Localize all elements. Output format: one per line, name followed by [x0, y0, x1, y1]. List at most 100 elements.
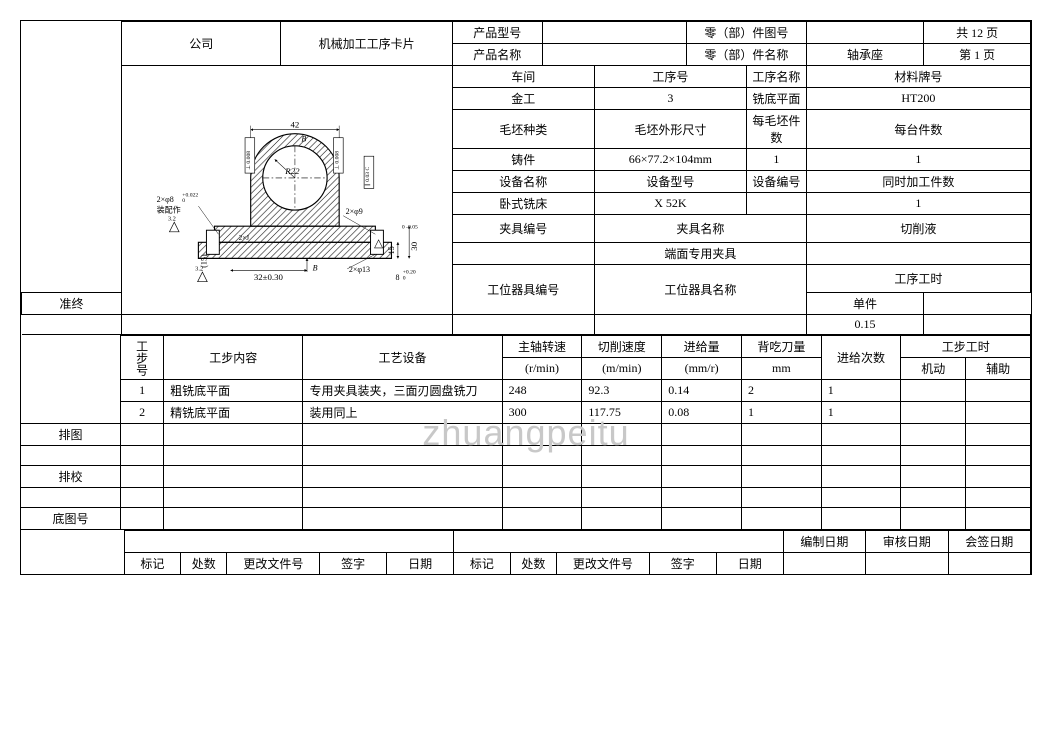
- piece-val: [924, 315, 1031, 335]
- sign-lbl: 签字: [320, 553, 387, 575]
- station-no: [452, 315, 594, 335]
- blank-dim-lbl: 毛坯外形尺寸: [594, 110, 746, 149]
- left-margin-end: [22, 315, 122, 335]
- header-table: 公司 机械加工工序卡片 产品型号 零（部）件图号 共 12 页 产品名称 零（部…: [21, 21, 1031, 335]
- seq-no: 3: [594, 88, 746, 110]
- part-no: [806, 22, 923, 44]
- step-content-hdr: 工步内容: [164, 336, 303, 380]
- step-depth: 1: [742, 402, 822, 424]
- simul-lbl: 同时加工件数: [806, 171, 1030, 193]
- passes-hdr: 进给次数: [821, 336, 901, 380]
- technical-drawing: 42 R22 B B 32±0.30 (15) 30 15 0: [126, 70, 448, 310]
- side-px: 排校: [21, 466, 121, 488]
- part-no-lbl: 零（部）件图号: [687, 22, 807, 44]
- tol-2x8b: 0: [182, 198, 185, 204]
- feed-hdr: 进给量: [662, 336, 742, 358]
- dim-2x9: 2×φ9: [346, 207, 363, 216]
- step-time-hdr: 工步工时: [901, 336, 1031, 358]
- drawing-spacer: [122, 315, 453, 335]
- blank-dim: 66×77.2×104mm: [594, 149, 746, 171]
- workshop-lbl: 车间: [452, 66, 594, 88]
- dim-r22: R22: [284, 166, 300, 176]
- step-passes: 1: [821, 402, 901, 424]
- side-blank1: [21, 446, 121, 466]
- product-name-lbl: 产品名称: [452, 44, 542, 66]
- fixture-name-lbl: 夹具名称: [594, 215, 806, 243]
- blank-type: 铸件: [452, 149, 594, 171]
- step-content: 粗铣底平面: [164, 380, 303, 402]
- footer-table: 编制日期 审核日期 会签日期 标记 处数 更改文件号 签字 日期 标记 处数 更…: [21, 530, 1031, 575]
- page-no: 第 1 页: [924, 44, 1031, 66]
- step-depth: 2: [742, 380, 822, 402]
- spindle-hdr: 主轴转速: [502, 336, 582, 358]
- material: HT200: [806, 88, 1030, 110]
- depth-hdr: 背吃刀量: [742, 336, 822, 358]
- dim-30: 30: [409, 241, 419, 250]
- steps-table: 工步号 工步内容 工艺设备 主轴转速 切削速度 进给量 背吃刀量 进给次数 工步…: [21, 335, 1031, 530]
- equip-name-lbl: 设备名称: [452, 171, 594, 193]
- machine-hdr: 机动: [901, 358, 966, 380]
- equip-model: X 52K: [594, 193, 746, 215]
- piece-lbl: 单件: [806, 293, 923, 315]
- step-spindle: 300: [502, 402, 582, 424]
- speed-unit: (m/min): [582, 358, 662, 380]
- left-margin-steps: [21, 336, 121, 424]
- table-row: 2 精铣底平面 装用同上 300 117.75 0.08 1 1: [21, 402, 1031, 424]
- date-lbl: 日期: [387, 553, 454, 575]
- step-feed: 0.14: [662, 380, 742, 402]
- check-date-lbl: 审核日期: [866, 531, 948, 553]
- appr-date-lbl: 会签日期: [948, 531, 1031, 553]
- tol-15: 0 -0.05: [402, 225, 418, 231]
- aux-hdr: 辅助: [966, 358, 1031, 380]
- mark-lbl2: 标记: [454, 553, 511, 575]
- station-name-lbl: 工位器具名称: [594, 265, 806, 315]
- per-blank-lbl: 每毛坯件数: [746, 110, 806, 149]
- total-pages: 共 12 页: [924, 22, 1031, 44]
- sec-2xj: 2×J: [239, 234, 250, 242]
- seq-no-lbl: 工序号: [594, 66, 746, 88]
- step-feed: 0.08: [662, 402, 742, 424]
- dim-32: 32±0.30: [254, 272, 284, 282]
- part-name: 轴承座: [806, 44, 923, 66]
- step-machine: [901, 380, 966, 402]
- tol-8b: 0: [403, 275, 406, 281]
- step-machine: [901, 402, 966, 424]
- places-lbl: 处数: [181, 553, 227, 575]
- step-passes: 1: [821, 380, 901, 402]
- step-spindle: 248: [502, 380, 582, 402]
- doc-lbl2: 更改文件号: [557, 553, 650, 575]
- part-name-lbl: 零（部）件名称: [687, 44, 807, 66]
- product-name: [542, 44, 686, 66]
- dim-15: 15: [387, 246, 396, 254]
- dim-42: 42: [291, 119, 300, 129]
- dim-2x8: 2×φ8: [157, 195, 174, 204]
- table-row: 1 粗铣底平面 专用夹具装夹，三面刃圆盘铣刀 248 92.3 0.14 2 1: [21, 380, 1031, 402]
- ra-bottom: 3.2: [195, 265, 203, 272]
- step-equip: 专用夹具装夹，三面刃圆盘铣刀: [303, 380, 502, 402]
- equip-name: 卧式铣床: [452, 193, 594, 215]
- seq-name: 铣底平面: [746, 88, 806, 110]
- datum-b2: B: [313, 263, 318, 272]
- per-unit: 1: [806, 149, 1030, 171]
- company-cell: 公司: [122, 22, 281, 66]
- step-content: 精铣底平面: [164, 402, 303, 424]
- coolant: [806, 243, 1030, 265]
- seq-name-lbl: 工序名称: [746, 66, 806, 88]
- footer-left: [21, 531, 124, 575]
- mark-lbl: 标记: [124, 553, 181, 575]
- side-blank2: [21, 488, 121, 508]
- coolant-lbl: 切削液: [806, 215, 1030, 243]
- left-margin: [22, 22, 122, 293]
- feed-unit: (mm/r): [662, 358, 742, 380]
- spindle-unit: (r/min): [502, 358, 582, 380]
- fixture-name: 端面专用夹具: [594, 243, 806, 265]
- speed-hdr: 切削速度: [582, 336, 662, 358]
- equip-model-lbl: 设备型号: [594, 171, 746, 193]
- process-card-sheet: 公司 机械加工工序卡片 产品型号 零（部）件图号 共 12 页 产品名称 零（部…: [20, 20, 1032, 575]
- simul: 1: [806, 193, 1030, 215]
- ra-left: 3.2: [168, 216, 176, 223]
- station-name: [594, 315, 806, 335]
- equip-no: [746, 193, 806, 215]
- equip-no-lbl: 设备编号: [746, 171, 806, 193]
- prep-val: 0.15: [806, 315, 923, 335]
